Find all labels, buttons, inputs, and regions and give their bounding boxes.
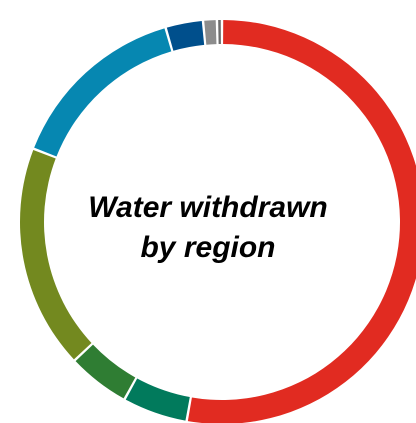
chart-title-line-1: Water withdrawn [88,191,328,224]
donut-slice-6 [166,21,205,51]
donut-slice-8 [218,20,221,45]
donut-slice-7 [204,20,217,45]
chart-title: Water withdrawn by region [58,188,358,268]
donut-slice-2 [125,378,190,421]
chart-title-line-2: by region [140,231,276,264]
donut-slice-4 [19,149,92,360]
donut-slice-3 [75,344,136,399]
donut-slice-5 [34,28,172,157]
